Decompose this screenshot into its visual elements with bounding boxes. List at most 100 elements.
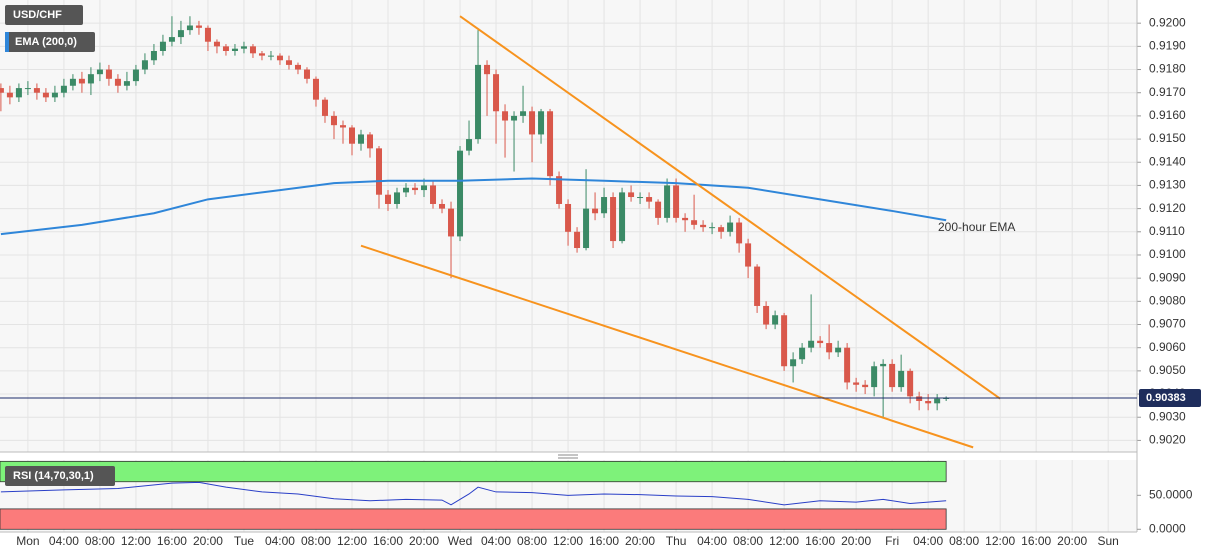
x-tick-label: 20:00 xyxy=(1057,534,1087,548)
x-tick-label: 08:00 xyxy=(517,534,547,548)
candle-body xyxy=(249,46,256,54)
y-tick-label: 0.9060 xyxy=(1149,340,1186,354)
x-tick-label: 04:00 xyxy=(697,534,727,548)
candle-body xyxy=(421,185,428,191)
candle-body xyxy=(394,192,401,204)
x-tick-label: 12:00 xyxy=(985,534,1015,548)
candle-body xyxy=(141,60,148,70)
candle-body xyxy=(907,370,914,397)
candle-body xyxy=(195,25,202,28)
candle-body xyxy=(934,398,941,404)
trendline xyxy=(459,15,1001,400)
candle-body xyxy=(6,92,13,98)
candle-body xyxy=(186,25,193,31)
candle-body xyxy=(150,50,157,61)
candle-body xyxy=(646,197,653,202)
candle-body xyxy=(799,347,806,360)
rsi-line xyxy=(0,481,947,506)
candle-body xyxy=(448,208,455,237)
x-tick-label: 12:00 xyxy=(337,534,367,548)
candle-body xyxy=(159,41,166,51)
candle-body xyxy=(700,224,707,228)
candle-body xyxy=(898,370,905,388)
x-tick-label: 04:00 xyxy=(265,534,295,548)
ema-annotation: 200-hour EMA xyxy=(938,220,1015,234)
candle-body xyxy=(484,64,491,75)
y-tick-label: 0.9030 xyxy=(1149,409,1186,423)
candle-body xyxy=(592,208,599,214)
candle-body xyxy=(763,305,770,325)
candle-body xyxy=(321,99,328,116)
candle-body xyxy=(880,363,887,367)
candle-body xyxy=(772,315,779,325)
x-tick-label: 20:00 xyxy=(841,534,871,548)
y-tick-label: 0.9110 xyxy=(1149,224,1185,238)
candle-body xyxy=(123,81,130,86)
candle-body xyxy=(754,266,761,306)
y-tick-label: 0.9020 xyxy=(1149,433,1186,447)
candle-body xyxy=(889,363,896,388)
candle-body xyxy=(520,111,527,116)
candle-body xyxy=(42,92,49,98)
candle-body xyxy=(493,74,500,112)
candle-body xyxy=(357,134,364,144)
candle-body xyxy=(439,203,446,209)
candle-body xyxy=(222,46,229,51)
candle-body xyxy=(96,69,103,75)
candle-body xyxy=(60,85,67,93)
x-tick-label: 16:00 xyxy=(157,534,187,548)
x-tick-label: 08:00 xyxy=(85,534,115,548)
candle-body xyxy=(826,343,833,353)
candle-body xyxy=(267,55,274,57)
candle-body xyxy=(853,382,860,385)
candle-body xyxy=(24,88,31,90)
candle-body xyxy=(403,187,410,193)
candle-body xyxy=(727,222,734,232)
axis-background xyxy=(1137,0,1207,555)
candle-body xyxy=(871,366,878,388)
candle-body xyxy=(33,88,40,93)
candle-body xyxy=(348,127,355,144)
candle-body xyxy=(294,64,301,70)
candle-body xyxy=(204,27,211,42)
symbol-label: USD/CHF xyxy=(13,9,62,21)
x-tick-label: 16:00 xyxy=(1021,534,1051,548)
candle-body xyxy=(862,384,869,388)
x-tick-label: 16:00 xyxy=(373,534,403,548)
candle-body xyxy=(709,227,716,229)
overbought-zone xyxy=(0,460,947,483)
x-tick-label: 20:00 xyxy=(193,534,223,548)
candle-body xyxy=(78,78,85,84)
x-tick-label: 12:00 xyxy=(121,534,151,548)
candle-body xyxy=(177,30,184,38)
candle-body xyxy=(682,217,689,221)
candle-body xyxy=(736,222,743,244)
candle-body xyxy=(231,48,238,51)
candle-body xyxy=(619,192,626,242)
x-tick-label: 08:00 xyxy=(949,534,979,548)
candle-body xyxy=(240,46,247,49)
x-tick-label: 20:00 xyxy=(625,534,655,548)
candle-body xyxy=(168,37,175,42)
candle-body xyxy=(339,125,346,128)
trendline xyxy=(360,244,974,449)
candle-body xyxy=(105,69,112,79)
candle-body xyxy=(547,111,554,177)
candle-body xyxy=(583,208,590,249)
x-tick-label: 08:00 xyxy=(301,534,331,548)
candle-body xyxy=(916,396,923,402)
x-tick-label: 04:00 xyxy=(913,534,943,548)
candle-body xyxy=(574,231,581,249)
y-tick-label: 0.9160 xyxy=(1149,108,1186,122)
y-tick-label: 0.9150 xyxy=(1149,131,1186,145)
candle-body xyxy=(655,201,662,218)
y-tick-label: 0.9100 xyxy=(1149,247,1186,261)
candle-body xyxy=(366,134,373,149)
x-tick-label: 12:00 xyxy=(769,534,799,548)
x-tick-label: Thu xyxy=(666,534,687,548)
x-tick-label: 16:00 xyxy=(589,534,619,548)
y-tick-label: 0.9190 xyxy=(1149,39,1186,53)
candle-body xyxy=(376,148,382,195)
candle-body xyxy=(385,194,392,204)
